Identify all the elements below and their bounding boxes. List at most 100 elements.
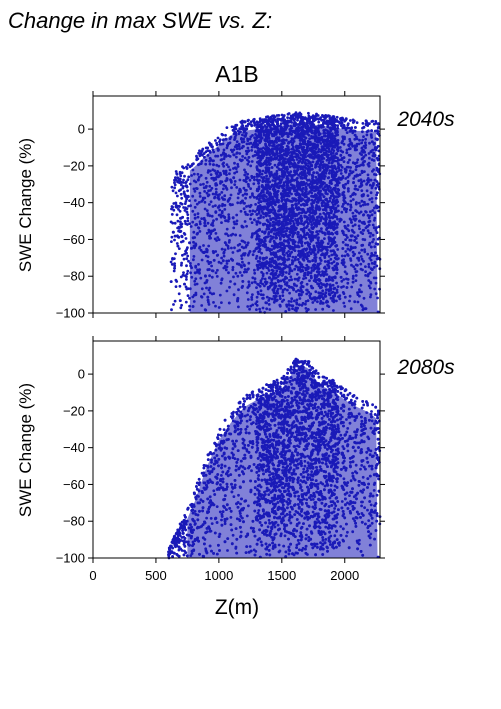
data-point — [292, 222, 296, 226]
data-point — [255, 308, 258, 311]
data-point — [311, 160, 315, 164]
data-point — [310, 223, 314, 227]
data-point — [258, 159, 261, 163]
data-point — [301, 118, 305, 122]
data-point — [322, 297, 325, 301]
data-point — [374, 276, 378, 280]
data-point — [227, 165, 230, 169]
data-point — [267, 299, 271, 302]
data-point — [327, 161, 331, 165]
data-point — [282, 224, 286, 228]
data-point — [235, 170, 239, 174]
data-point — [302, 209, 305, 213]
data-point — [319, 302, 322, 305]
data-point — [364, 210, 368, 214]
data-point — [332, 309, 335, 312]
data-point — [361, 138, 364, 142]
data-point — [305, 257, 309, 261]
data-point — [246, 162, 250, 166]
data-point — [282, 262, 286, 266]
data-point — [376, 296, 379, 300]
data-point — [326, 304, 329, 308]
data-point — [319, 273, 323, 277]
data-point — [174, 176, 177, 180]
data-point — [282, 184, 286, 188]
data-point — [189, 225, 193, 228]
data-point — [265, 271, 269, 275]
data-point — [351, 215, 355, 218]
data-point — [328, 245, 332, 249]
data-point — [340, 285, 343, 289]
data-point — [257, 131, 261, 135]
data-point — [311, 200, 315, 203]
data-point — [372, 238, 375, 241]
data-point — [369, 150, 373, 154]
data-point — [309, 284, 313, 288]
data-point — [369, 191, 373, 195]
data-point — [365, 189, 369, 193]
data-point — [245, 192, 249, 196]
data-point — [327, 292, 331, 296]
data-point — [186, 213, 190, 217]
data-point — [345, 131, 349, 135]
data-point — [359, 262, 363, 266]
data-point — [238, 234, 242, 237]
data-point — [350, 141, 353, 145]
data-point — [328, 275, 331, 279]
data-point — [265, 191, 269, 195]
data-point — [299, 214, 303, 218]
data-point — [263, 277, 267, 281]
data-point — [203, 207, 207, 211]
data-point — [335, 152, 338, 155]
data-point — [238, 248, 242, 252]
data-point — [327, 255, 331, 258]
data-point — [285, 144, 289, 148]
data-point — [249, 164, 253, 168]
data-point — [284, 207, 288, 211]
data-point — [178, 209, 182, 213]
data-point — [272, 207, 275, 211]
data-point — [198, 149, 201, 153]
data-point — [186, 219, 190, 223]
data-point — [326, 137, 330, 141]
data-point — [186, 216, 190, 220]
data-point — [182, 271, 185, 274]
data-point — [348, 137, 352, 141]
data-point — [292, 124, 296, 127]
data-point — [170, 263, 174, 266]
data-point — [371, 240, 374, 244]
data-point — [256, 149, 260, 153]
data-point — [287, 120, 290, 123]
data-point — [326, 242, 330, 246]
data-point — [285, 167, 289, 171]
data-point — [330, 238, 334, 241]
data-point — [317, 267, 321, 271]
data-point — [180, 235, 184, 239]
data-point — [304, 149, 308, 153]
data-point — [290, 278, 293, 282]
data-point — [269, 192, 273, 196]
data-point — [275, 136, 279, 139]
data-point — [250, 123, 253, 126]
data-point — [290, 121, 293, 124]
data-point — [312, 244, 316, 248]
data-point — [189, 262, 192, 265]
data-point — [174, 252, 177, 256]
data-point — [184, 181, 188, 185]
data-point — [331, 192, 335, 196]
data-point — [343, 225, 347, 229]
data-point — [222, 164, 226, 168]
data-point — [354, 214, 357, 218]
data-point — [208, 159, 212, 163]
data-point — [219, 182, 222, 185]
data-point — [169, 280, 173, 283]
data-point — [265, 156, 269, 160]
data-point — [319, 150, 323, 154]
data-point — [327, 150, 331, 154]
data-point — [367, 265, 371, 269]
data-point — [225, 289, 229, 293]
data-point — [354, 263, 358, 267]
data-point — [200, 258, 204, 262]
data-point — [340, 165, 344, 169]
data-point — [324, 291, 328, 295]
